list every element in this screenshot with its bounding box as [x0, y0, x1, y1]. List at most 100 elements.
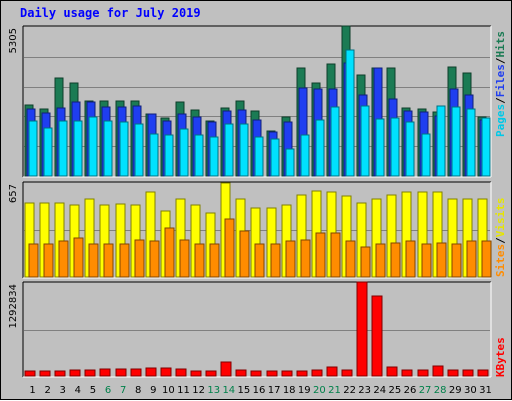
bar-kbytes-day-30 — [462, 369, 474, 377]
bar-kbytes-day-21 — [326, 366, 338, 377]
panel-background — [23, 282, 491, 377]
bar-sites-day-12 — [194, 243, 205, 278]
legend-pages-files-hits-part: Hits — [494, 31, 507, 58]
legend-pages-files-hits-part: / — [494, 97, 507, 104]
bar-sites-day-8 — [134, 239, 145, 278]
legend-sites-visits-part: / — [494, 237, 507, 244]
bar-kbytes-day-5 — [84, 369, 96, 377]
x-tick-label-day-31: 31 — [479, 385, 492, 396]
legend-pages-files-hits-part: Pages — [494, 104, 507, 137]
bar-sites-day-25 — [390, 242, 401, 278]
x-tick-label-day-3: 3 — [60, 385, 66, 396]
bar-kbytes-day-8 — [130, 368, 142, 377]
legend-sites-visits-part: Sites — [494, 244, 507, 277]
x-tick-label-day-7: 7 — [120, 385, 126, 396]
bar-pages-day-22 — [345, 49, 355, 177]
x-tick-label-day-22: 22 — [343, 385, 356, 396]
bar-pages-day-26 — [405, 121, 415, 177]
x-tick-label-day-5: 5 — [90, 385, 96, 396]
bar-kbytes-day-20 — [311, 369, 323, 377]
bar-sites-day-21 — [330, 232, 341, 278]
bar-sites-day-9 — [149, 240, 160, 278]
bar-kbytes-day-15 — [235, 369, 247, 377]
bar-sites-day-7 — [119, 243, 130, 278]
bar-pages-day-30 — [466, 108, 476, 177]
bar-sites-day-6 — [103, 243, 114, 278]
bar-pages-day-24 — [375, 118, 385, 177]
x-tick-label-day-11: 11 — [177, 385, 190, 396]
bar-pages-day-8 — [134, 123, 144, 177]
bar-sites-day-26 — [405, 240, 416, 278]
x-tick-label-day-16: 16 — [253, 385, 266, 396]
bar-sites-day-14 — [224, 218, 235, 278]
x-tick-label-day-27: 27 — [419, 385, 432, 396]
bar-sites-day-15 — [239, 230, 250, 278]
bar-pages-day-27 — [421, 133, 431, 177]
bar-kbytes-day-7 — [115, 368, 127, 377]
bar-sites-day-20 — [315, 232, 326, 278]
y-axis-max-label: 1292834 — [8, 284, 19, 329]
bar-sites-day-2 — [43, 243, 54, 278]
bar-kbytes-day-22 — [341, 369, 353, 377]
bar-sites-day-23 — [360, 246, 371, 278]
x-tick-label-day-24: 24 — [373, 385, 386, 396]
x-tick-label-day-25: 25 — [389, 385, 402, 396]
bar-pages-day-25 — [390, 117, 400, 177]
x-tick-label-day-10: 10 — [162, 385, 175, 396]
bar-kbytes-day-10 — [160, 367, 172, 377]
y-axis-max-label: 5305 — [8, 28, 19, 53]
bar-kbytes-day-9 — [145, 367, 157, 377]
bar-kbytes-day-14 — [220, 361, 232, 377]
x-tick-label-day-21: 21 — [328, 385, 341, 396]
x-tick-label-day-28: 28 — [434, 385, 447, 396]
bar-sites-day-31 — [481, 240, 492, 278]
bar-kbytes-day-27 — [417, 369, 429, 377]
bar-kbytes-day-1 — [24, 370, 36, 377]
x-tick-label-day-30: 30 — [464, 385, 477, 396]
bar-pages-day-4 — [73, 120, 83, 177]
legend-sites-visits: Sites/Visits — [494, 198, 507, 278]
bar-pages-day-31 — [481, 117, 491, 177]
bar-sites-day-3 — [58, 240, 69, 278]
bar-kbytes-day-12 — [190, 370, 202, 377]
legend-pages-files-hits-part: / — [494, 57, 507, 64]
bar-pages-day-7 — [119, 121, 129, 177]
bar-sites-day-4 — [73, 237, 84, 278]
bar-sites-day-28 — [436, 242, 447, 278]
bar-kbytes-day-26 — [401, 369, 413, 377]
bar-sites-day-17 — [270, 243, 281, 278]
bar-kbytes-day-18 — [281, 370, 293, 377]
bar-sites-day-5 — [88, 243, 99, 278]
x-tick-label-day-23: 23 — [358, 385, 371, 396]
bar-pages-day-19 — [300, 134, 310, 177]
bar-pages-day-1 — [28, 120, 38, 177]
bar-pages-day-21 — [330, 106, 340, 177]
x-tick-label-day-18: 18 — [283, 385, 296, 396]
bar-kbytes-day-13 — [205, 370, 217, 377]
x-tick-label-day-13: 13 — [207, 385, 220, 396]
bar-kbytes-day-31 — [477, 369, 489, 377]
bar-pages-day-5 — [88, 116, 98, 177]
x-tick-label-day-1: 1 — [29, 385, 35, 396]
bar-sites-day-27 — [421, 243, 432, 278]
bar-pages-day-16 — [254, 136, 264, 177]
bar-pages-day-23 — [360, 105, 370, 177]
x-tick-label-day-15: 15 — [238, 385, 251, 396]
x-tick-label-day-17: 17 — [268, 385, 281, 396]
bar-pages-day-2 — [43, 127, 53, 177]
bar-kbytes-day-29 — [447, 369, 459, 377]
x-tick-label-day-20: 20 — [313, 385, 326, 396]
x-tick-label-day-8: 8 — [135, 385, 141, 396]
bar-kbytes-day-25 — [386, 366, 398, 377]
x-tick-label-day-4: 4 — [75, 385, 81, 396]
bar-sites-day-1 — [28, 243, 39, 278]
bar-pages-day-17 — [270, 138, 280, 177]
bar-sites-day-24 — [375, 243, 386, 278]
bar-kbytes-day-6 — [99, 368, 111, 377]
bar-pages-day-15 — [239, 123, 249, 177]
legend-sites-visits-part: Visits — [494, 198, 507, 238]
chart-title: Daily usage for July 2019 — [20, 6, 201, 20]
x-tick-label-day-14: 14 — [222, 385, 235, 396]
